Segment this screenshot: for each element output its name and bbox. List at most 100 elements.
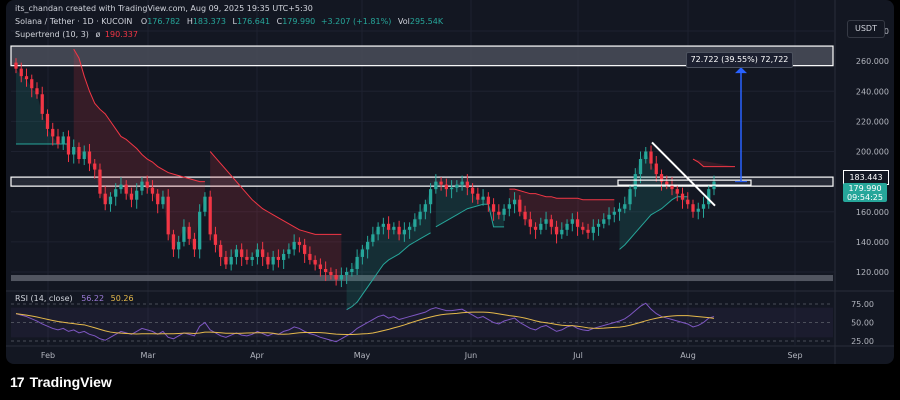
candle-body	[208, 196, 212, 235]
candle-body	[449, 187, 454, 190]
candle-body	[177, 241, 181, 250]
candle-body	[423, 204, 427, 212]
chart-panel[interactable]: 280.000260.000240.000220.000200.000180.0…	[6, 0, 894, 364]
price-axis-label: 220.000	[856, 117, 889, 126]
rsi-ma-line	[15, 311, 715, 336]
candle-body	[549, 219, 553, 227]
candle-body	[512, 199, 517, 205]
candle-body	[402, 229, 406, 235]
candle-body	[308, 253, 312, 260]
candlestick-chart[interactable]: 280.000260.000240.000220.000200.000180.0…	[6, 0, 894, 364]
tradingview-logo: 17 TradingView	[10, 374, 112, 390]
candle-body	[607, 214, 611, 220]
candle-body	[171, 234, 176, 250]
candle-body	[329, 272, 333, 276]
candle-body	[56, 136, 60, 144]
candle-body	[659, 174, 664, 182]
candle-body	[124, 184, 128, 194]
candle-body	[533, 226, 538, 230]
time-axis-label: Aug	[680, 351, 696, 360]
time-axis-label: Mar	[140, 351, 156, 360]
current-price-tag: 179.990 09:54:25	[843, 183, 887, 202]
supertrend-fill	[693, 159, 735, 167]
close-value: 179.990	[282, 17, 316, 26]
candle-body	[324, 268, 328, 272]
candle-body	[371, 234, 375, 242]
candle-body	[360, 249, 365, 257]
currency-selector[interactable]: USDT	[847, 20, 885, 38]
price-range-measure-label[interactable]: 72.722 (39.55%) 72,722	[686, 52, 793, 68]
candle-body	[680, 193, 685, 200]
measure-arrow-head	[735, 67, 747, 74]
time-axis-label: Sep	[787, 351, 802, 360]
candle-body	[98, 169, 102, 194]
candle-body	[245, 256, 249, 260]
time-axis-label: Jun	[464, 351, 478, 360]
candle-body	[596, 223, 601, 227]
candle-body	[591, 226, 595, 233]
price-axis-label: 160.000	[856, 208, 889, 217]
candle-body	[87, 151, 92, 164]
candle-body	[623, 204, 627, 209]
change-value: +3.207 (+1.81%)	[320, 17, 392, 26]
high-value: 183.373	[192, 17, 226, 26]
supertrend-line	[346, 232, 431, 311]
candle-body	[255, 249, 260, 257]
price-axis-label: 260.000	[856, 57, 889, 66]
candle-body	[565, 223, 569, 230]
candle-body	[150, 187, 155, 194]
candle-body	[691, 204, 695, 212]
price-axis-label: 240.000	[856, 87, 889, 96]
candle-body	[161, 196, 165, 205]
candle-body	[644, 151, 648, 160]
candle-body	[439, 181, 443, 185]
candle-body	[397, 226, 401, 235]
candle-body	[392, 226, 396, 230]
candle-body	[45, 113, 50, 129]
candle-body	[229, 256, 233, 265]
low-label: L	[232, 17, 237, 26]
candle-body	[82, 151, 86, 160]
candle-body	[292, 241, 296, 250]
candle-body	[30, 79, 34, 89]
candle-body	[103, 193, 107, 205]
candle-body	[570, 219, 574, 224]
supertrend-line	[692, 158, 735, 168]
trendline-drawing	[651, 141, 716, 207]
indicator-value: 190.337	[104, 30, 138, 39]
low-value: 176.641	[236, 17, 271, 26]
candle-body	[108, 196, 113, 205]
rsi-legend[interactable]: RSI (14, close) 56.22 50.26	[15, 294, 134, 303]
candle-body	[77, 146, 81, 160]
rsi-axis-label: 25.00	[851, 337, 874, 346]
indicator-name[interactable]: Supertrend (10, 3)	[15, 30, 89, 39]
candle-body	[407, 226, 412, 230]
supertrend-line	[619, 196, 688, 250]
candle-body	[428, 189, 433, 205]
breakout-zone	[10, 176, 834, 187]
candle-body	[250, 256, 254, 260]
candle-body	[61, 136, 65, 144]
candle-body	[234, 249, 239, 257]
symbol-legend: Solana / Tether · 1D · KUCOIN O176.782 H…	[15, 17, 443, 26]
candle-body	[497, 211, 501, 215]
symbol-name[interactable]: Solana / Tether · 1D · KUCOIN	[15, 17, 133, 26]
candle-body	[182, 226, 186, 242]
supertrend-fill	[210, 151, 342, 280]
rsi-name[interactable]: RSI (14, close)	[15, 294, 73, 303]
candle-body	[276, 256, 281, 260]
candle-body	[523, 211, 527, 220]
candle-body	[434, 181, 438, 190]
candle-body	[261, 249, 265, 257]
candle-body	[266, 256, 270, 265]
eye-slash-icon[interactable]: ø	[95, 30, 101, 39]
candle-body	[581, 226, 585, 230]
candle-body	[318, 264, 323, 269]
indicator-legend[interactable]: Supertrend (10, 3) ø 190.337	[15, 30, 138, 39]
candle-body	[560, 229, 564, 235]
candle-body	[334, 275, 338, 280]
candle-body	[413, 219, 417, 227]
candle-body	[145, 181, 149, 188]
candle-body	[19, 68, 23, 77]
candle-body	[539, 223, 543, 230]
